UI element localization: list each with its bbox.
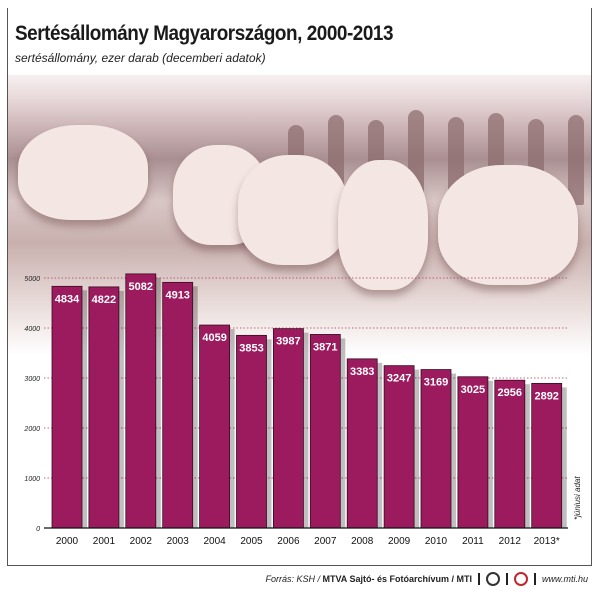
y-tick-label: 5000 [24, 276, 40, 283]
data-label: 3169 [424, 377, 448, 389]
mti-logo-icon [513, 572, 528, 586]
y-tick-label: 0 [36, 526, 40, 533]
x-tick-label: 2010 [425, 536, 448, 547]
data-label: 4913 [165, 289, 189, 301]
bar [383, 365, 415, 529]
y-tick-label: 4000 [24, 326, 40, 333]
footer: Forrás: KSH / MTVA Sajtó- és Fotóarchívu… [265, 572, 588, 586]
data-label: 4822 [92, 294, 116, 306]
bar [457, 376, 489, 529]
data-label: 3383 [350, 366, 374, 378]
x-tick-label: 2001 [93, 536, 116, 547]
bar [272, 328, 304, 529]
footnote: *júniusi adat [573, 476, 582, 520]
bar [236, 334, 267, 529]
bar [420, 369, 452, 529]
bar [162, 281, 194, 529]
data-label: 4059 [202, 332, 226, 344]
x-tick-label: 2013* [534, 536, 560, 547]
data-label: 2956 [498, 387, 522, 399]
x-tick-label: 2002 [130, 536, 153, 547]
data-label: 5082 [129, 281, 153, 293]
data-label: 3247 [387, 373, 411, 385]
x-tick-label: 2007 [314, 536, 337, 547]
data-label: 3025 [461, 384, 485, 396]
x-tick-label: 2012 [499, 536, 522, 547]
x-tick-label: 2011 [462, 536, 484, 547]
source-text: Forrás: KSH / MTVA Sajtó- és Fotóarchívu… [265, 574, 472, 584]
bar [51, 285, 83, 529]
page-title: Sertésállomány Magyarországon, 2000-2013 [15, 22, 394, 45]
x-tick-label: 2008 [351, 536, 374, 547]
x-tick-label: 2009 [388, 536, 411, 547]
bar [531, 382, 563, 529]
y-tick-label: 3000 [24, 376, 40, 383]
bar [346, 358, 378, 529]
x-tick-label: 2006 [277, 536, 300, 547]
x-tick-label: 2003 [167, 536, 190, 547]
bar [309, 334, 341, 529]
x-tick-label: 2005 [240, 536, 263, 547]
background-photo-pigs [8, 75, 592, 355]
data-label: 4834 [55, 293, 80, 305]
bar [125, 273, 157, 529]
bar [88, 286, 120, 529]
y-tick-label: 2000 [23, 426, 40, 433]
y-tick-label: 1000 [24, 476, 40, 483]
website-link[interactable]: www.mti.hu [541, 574, 588, 584]
bar [199, 324, 231, 529]
mtva-logo-icon [485, 572, 500, 586]
x-tick-label: 2000 [56, 536, 79, 547]
subtitle: sertésállomány, ezer darab (decemberi ad… [15, 51, 266, 65]
data-label: 3853 [239, 342, 263, 354]
data-label: 2892 [534, 390, 558, 402]
bar [494, 379, 526, 529]
frame [7, 8, 592, 566]
data-label: 3987 [276, 336, 300, 348]
divider [505, 573, 508, 585]
data-label: 3871 [313, 341, 337, 353]
divider [533, 573, 536, 585]
x-tick-label: 2004 [203, 536, 226, 547]
divider [477, 573, 480, 585]
